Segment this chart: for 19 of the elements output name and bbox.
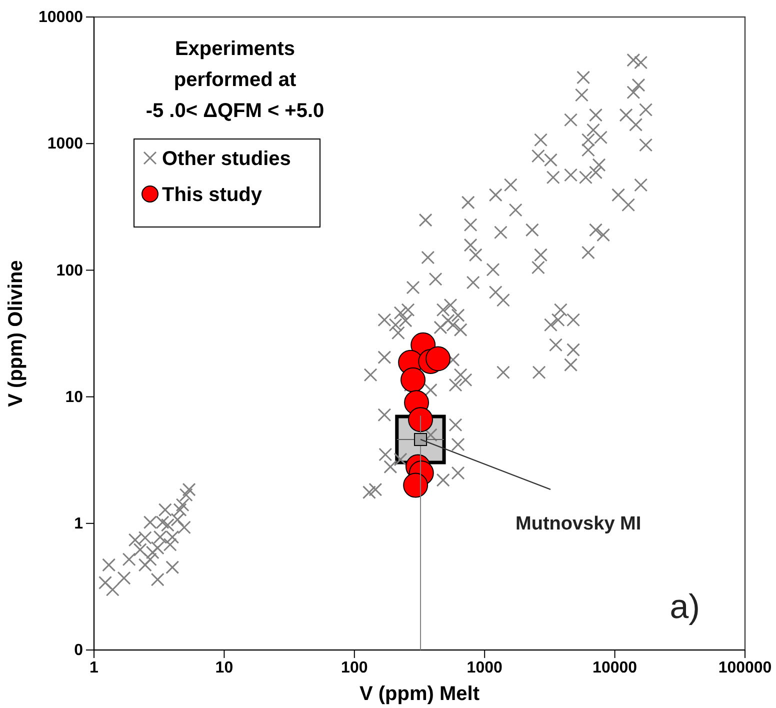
x-axis-title: V (ppm) Melt — [360, 683, 480, 705]
legend-label: Other studies — [162, 148, 291, 170]
x-tick-label: 100000 — [718, 659, 772, 676]
x-tick-label: 10000 — [592, 659, 638, 676]
y-tick-label: 0 — [74, 642, 84, 660]
text: Mutnovsky MI — [516, 513, 642, 534]
legend-label: This study — [162, 184, 263, 206]
y-tick-label: 1000 — [47, 136, 84, 153]
y-tick-label: 100 — [56, 262, 84, 280]
y-tick-label: 10000 — [38, 9, 84, 26]
y-tick-label: 10 — [65, 388, 84, 406]
x-tick-label: 1000 — [466, 659, 502, 676]
x-tick-label: 1 — [90, 659, 99, 676]
x-tick-label: 100 — [341, 659, 368, 676]
y-tick-label: 1 — [74, 516, 84, 533]
x-tick-label: 10 — [215, 659, 234, 676]
annotation: Experiments performed at -5 .0< ΔQFM < +5.0 — [146, 38, 324, 122]
annotation: a) — [670, 588, 700, 626]
y-axis-title: V (ppm) Olivine — [5, 260, 27, 407]
